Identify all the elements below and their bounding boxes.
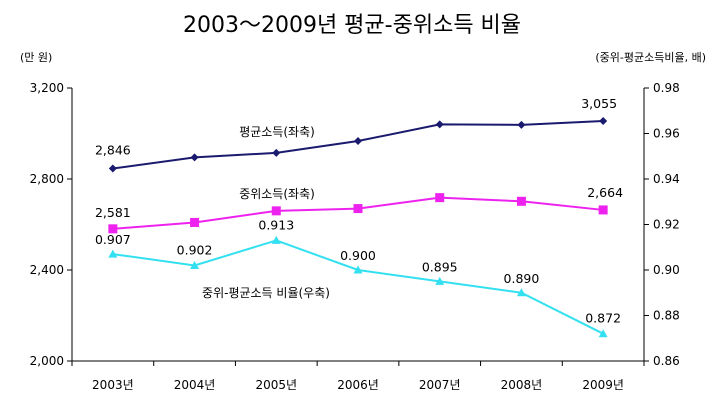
- data-point: [599, 116, 608, 125]
- series-name-label: 평균소득(좌축): [239, 125, 315, 139]
- series-name-label: 중위소득(좌축): [239, 187, 315, 201]
- series-1: [108, 116, 608, 173]
- data-label: 0.900: [340, 248, 376, 263]
- data-label: 2,664: [587, 185, 623, 200]
- data-point: [353, 265, 363, 274]
- x-tick-label: 2006년: [337, 378, 379, 392]
- data-label: 0.872: [585, 311, 621, 326]
- series-3: [108, 235, 608, 338]
- right-tick-label: 0.92: [653, 218, 680, 232]
- right-tick-label: 0.90: [653, 263, 680, 277]
- data-point: [435, 193, 445, 203]
- left-tick-label: 3,200: [30, 81, 64, 95]
- data-point: [598, 329, 608, 338]
- data-label: 0.907: [95, 232, 131, 247]
- data-point: [108, 164, 117, 173]
- series-layer: [108, 116, 608, 338]
- data-point: [190, 153, 199, 162]
- data-point: [353, 204, 363, 214]
- data-label: 0.890: [504, 271, 540, 286]
- data-point: [516, 288, 526, 297]
- data-point: [354, 137, 362, 146]
- x-tick-label: 2007년: [419, 378, 461, 392]
- data-point: [271, 206, 281, 216]
- data-point: [516, 196, 526, 206]
- data-point: [435, 276, 445, 285]
- left-tick-label: 2,400: [30, 263, 64, 277]
- data-label: 0.913: [258, 217, 294, 232]
- left-tick-label: 2,800: [30, 172, 64, 186]
- data-point: [108, 249, 118, 258]
- right-tick-label: 0.86: [653, 354, 680, 368]
- x-tick-label: 2009년: [582, 378, 624, 392]
- right-axis-unit: (중위-평균소득비율, 배): [595, 51, 706, 64]
- data-point: [190, 260, 200, 269]
- data-point: [108, 224, 118, 234]
- data-label: 2,846: [95, 143, 131, 158]
- right-tick-label: 0.96: [653, 127, 680, 141]
- data-point: [272, 148, 281, 157]
- data-label: 3,055: [581, 96, 617, 111]
- data-labels: 2,846 3,055 평균소득(좌축) 2,581 2,664 중위소득(좌축) 0.90…: [95, 96, 623, 326]
- x-tick-label: 2008년: [501, 378, 543, 392]
- right-tick-label: 0.88: [653, 309, 680, 323]
- data-point: [598, 205, 608, 215]
- data-point: [190, 217, 200, 227]
- x-tick-label: 2005년: [255, 378, 297, 392]
- axes: 2,000 2,400 2,800 3,200 0.86 0.88 0.90 0.92 0.94…: [30, 81, 680, 392]
- data-label: 2,581: [95, 205, 131, 220]
- left-tick-label: 2,000: [30, 354, 64, 368]
- left-axis-unit: (만 원): [20, 51, 52, 64]
- series-line: [112, 196, 604, 230]
- x-tick-label: 2003년: [92, 378, 134, 392]
- data-label: 0.902: [177, 242, 213, 257]
- right-tick-label: 0.94: [653, 172, 680, 186]
- right-tick-label: 0.98: [653, 81, 680, 95]
- data-point: [271, 235, 281, 244]
- series-name-label: 중위-평균소득 비율(우축): [202, 286, 330, 300]
- x-tick-label: 2004년: [174, 378, 216, 392]
- data-point: [435, 120, 444, 129]
- data-label: 0.895: [422, 259, 458, 274]
- series-2: [108, 193, 608, 234]
- chart-title: 2003～2009년 평균-중위소득 비율: [183, 13, 521, 38]
- data-point: [517, 120, 526, 129]
